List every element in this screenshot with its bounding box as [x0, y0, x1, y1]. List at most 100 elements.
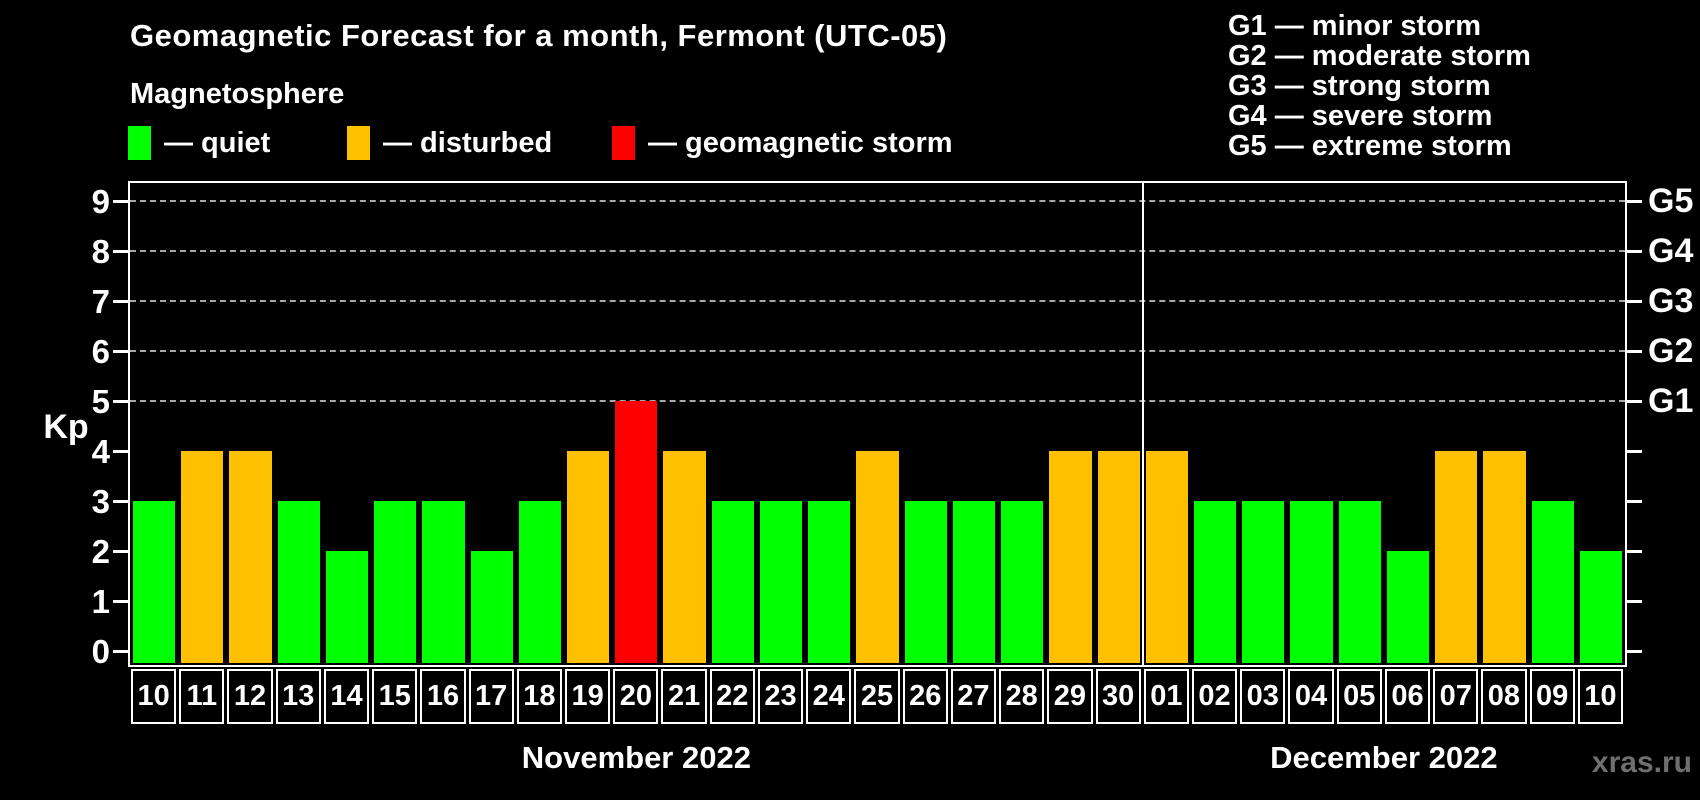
storm-scale-line-4: G4 — severe storm	[1228, 100, 1493, 132]
y-tick-left-6	[113, 349, 130, 353]
kp-bar	[518, 501, 562, 663]
kp-bar	[1049, 451, 1092, 663]
kp-bar	[277, 501, 320, 663]
kp-bar	[663, 451, 706, 663]
kp-bar	[1001, 501, 1044, 663]
day-label: 08	[1481, 669, 1527, 724]
day-label: 09	[1529, 669, 1575, 724]
day-label: 25	[854, 669, 900, 724]
y-tick-right-5	[1625, 399, 1642, 403]
kp-bar	[1242, 501, 1285, 663]
day-label: 24	[806, 669, 852, 724]
y-tick-label-0: 0	[91, 632, 110, 670]
kp-bar	[759, 501, 803, 663]
kp-bar	[808, 501, 851, 663]
y-tick-left-8	[113, 249, 130, 253]
y-tick-label-2: 2	[91, 532, 110, 570]
y-tick-left-1	[113, 599, 130, 603]
y-tick-left-2	[113, 549, 130, 553]
storm-scale-line-3: G3 — strong storm	[1228, 70, 1491, 102]
kp-bar	[1435, 451, 1478, 663]
y-tick-right-4	[1625, 449, 1642, 453]
y-tick-label-7: 7	[91, 282, 110, 320]
kp-bar	[229, 451, 272, 663]
storm-scale-line-1: G1 — minor storm	[1228, 10, 1481, 42]
y-tick-label-6: 6	[91, 332, 110, 370]
month-divider	[1141, 183, 1144, 665]
month-label-2: December 2022	[1270, 740, 1498, 775]
gridline-kp9	[130, 200, 1625, 202]
y-tick-left-3	[113, 499, 130, 503]
day-label: 02	[1191, 669, 1238, 724]
kp-bar	[1290, 501, 1333, 663]
kp-bar	[422, 501, 465, 663]
y-tick-label-9: 9	[91, 182, 110, 220]
kp-bar	[856, 451, 899, 663]
day-label: 16	[420, 669, 466, 724]
y-tick-right-7	[1625, 299, 1642, 303]
day-label: 11	[179, 669, 225, 724]
kp-bar	[615, 401, 658, 663]
kp-bar	[1386, 551, 1430, 663]
day-label: 22	[709, 669, 755, 724]
day-label: 05	[1336, 669, 1382, 724]
gridline-kp6	[130, 350, 1625, 352]
month-label-1: November 2022	[521, 740, 751, 775]
storm-scale-line-2: G2 — moderate storm	[1228, 40, 1531, 72]
g-scale-label-g5: G5	[1648, 182, 1694, 220]
y-tick-left-5	[113, 399, 130, 403]
day-label: 01	[1143, 669, 1189, 724]
g-scale-label-g1: G1	[1648, 382, 1694, 420]
g-scale-label-g4: G4	[1648, 232, 1694, 270]
y-tick-right-6	[1625, 349, 1642, 353]
y-tick-label-4: 4	[91, 432, 110, 470]
y-tick-right-0	[1625, 649, 1642, 653]
day-label: 23	[757, 669, 804, 724]
day-label: 18	[516, 669, 563, 724]
kp-bar	[1579, 551, 1622, 663]
gridline-kp8	[130, 250, 1625, 252]
kp-bar	[1097, 451, 1140, 663]
day-label: 04	[1288, 669, 1334, 724]
legend-item-disturbed: — disturbed	[347, 126, 552, 160]
kp-bar	[567, 451, 610, 663]
day-label: 19	[565, 669, 611, 724]
legend-item-quiet: — quiet	[128, 126, 270, 160]
g-scale-label-g3: G3	[1648, 282, 1694, 320]
y-tick-label-5: 5	[91, 382, 110, 420]
gridline-kp7	[130, 300, 1625, 302]
kp-bar	[1483, 451, 1526, 663]
day-label: 30	[1095, 669, 1141, 724]
kp-bar	[1145, 451, 1188, 663]
watermark: xras.ru	[1591, 746, 1692, 779]
y-tick-right-1	[1625, 599, 1642, 603]
y-tick-left-7	[113, 299, 130, 303]
y-tick-left-0	[113, 649, 130, 653]
y-tick-right-8	[1625, 249, 1642, 253]
day-label: 21	[661, 669, 707, 724]
magnetosphere-legend-title: Magnetosphere	[130, 78, 345, 110]
kp-bar	[470, 551, 513, 663]
day-label: 07	[1433, 669, 1479, 724]
day-label: 06	[1384, 669, 1431, 724]
day-label: 10	[131, 669, 177, 724]
day-label: 29	[1047, 669, 1093, 724]
day-label: 20	[613, 669, 659, 724]
legend-label-quiet: — quiet	[164, 126, 271, 159]
day-label: 03	[1240, 669, 1286, 724]
day-label: 17	[468, 669, 514, 724]
legend-swatch-disturbed	[347, 126, 370, 160]
y-axis-label: Kp	[43, 408, 89, 446]
legend-label-storm: — geomagnetic storm	[648, 126, 953, 159]
y-tick-label-8: 8	[91, 232, 110, 270]
kp-bar	[711, 501, 754, 663]
kp-bar	[181, 451, 224, 663]
kp-bar	[1338, 501, 1381, 663]
y-tick-label-1: 1	[91, 582, 110, 620]
storm-scale-line-5: G5 — extreme storm	[1228, 130, 1512, 162]
y-tick-right-2	[1625, 549, 1642, 553]
y-tick-right-9	[1625, 199, 1642, 203]
legend-swatch-quiet	[128, 126, 151, 160]
kp-bar	[374, 501, 417, 663]
plot-area	[128, 181, 1627, 667]
